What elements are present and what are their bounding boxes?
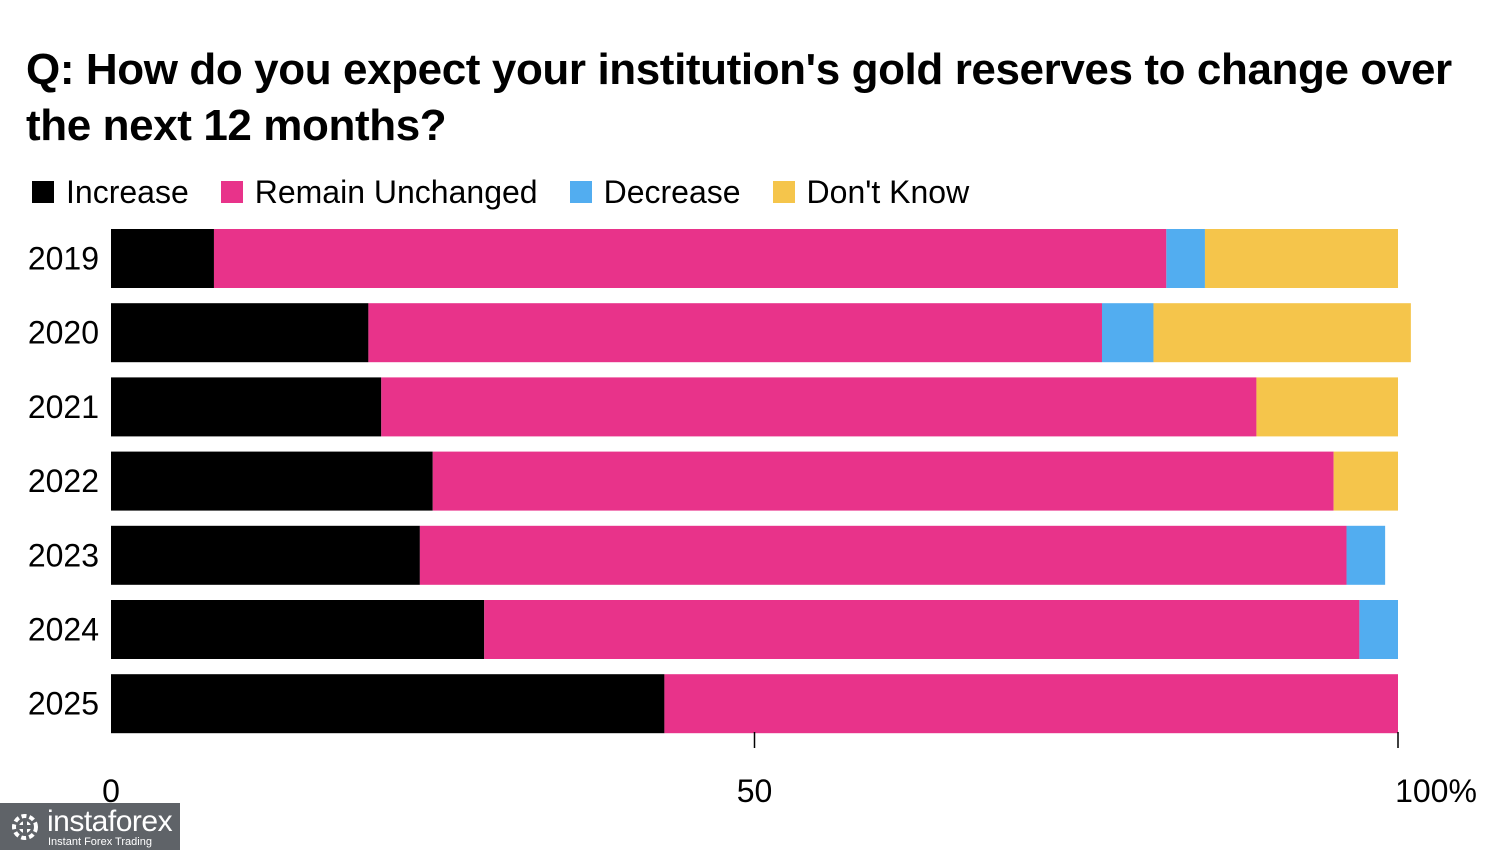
legend-label-decrease: Decrease xyxy=(603,173,741,210)
chart-title: Q: How do you expect your institution's … xyxy=(26,45,1452,150)
bar-2021-don-t-know xyxy=(1256,377,1398,437)
y-tick-label-2025: 2025 xyxy=(28,686,99,722)
bar-2022-increase xyxy=(111,451,433,511)
x-tick-label-100: 100% xyxy=(1395,773,1477,809)
x-tick-label-0: 0 xyxy=(102,773,120,809)
bar-2020-don-t-know xyxy=(1153,303,1411,363)
bar-2021-remain-unchanged xyxy=(381,377,1257,437)
legend-swatch-decrease xyxy=(569,181,592,203)
y-tick-label-2023: 2023 xyxy=(28,537,99,573)
y-tick-label-2022: 2022 xyxy=(28,463,99,499)
bar-2021-increase xyxy=(111,377,382,437)
bar-2019-decrease xyxy=(1166,229,1205,288)
bar-2019-don-t-know xyxy=(1204,229,1398,288)
legend-label-increase: Increase xyxy=(66,173,189,210)
gear-gift-icon xyxy=(12,814,38,840)
legend-swatch-dont-know xyxy=(772,181,795,203)
bar-2023-decrease xyxy=(1346,525,1386,585)
y-tick-label-2020: 2020 xyxy=(28,315,99,351)
bar-2020-increase xyxy=(111,303,369,363)
legend-label-dont-know: Don't Know xyxy=(806,173,970,210)
bar-2020-remain-unchanged xyxy=(368,303,1102,363)
bar-2024-increase xyxy=(111,600,485,659)
y-tick-label-2024: 2024 xyxy=(28,612,99,648)
bar-2025-remain-unchanged xyxy=(664,674,1398,734)
bar-2019-increase xyxy=(111,229,214,288)
bar-2020-decrease xyxy=(1101,303,1154,363)
instaforex-watermark: instaforex Instant Forex Trading xyxy=(0,803,180,850)
legend-swatch-increase xyxy=(32,181,54,203)
bar-2025-increase xyxy=(111,674,665,734)
legend-item-increase: Increase xyxy=(32,174,189,211)
legend-item-decrease: Decrease xyxy=(569,173,741,211)
bar-2023-increase xyxy=(111,525,420,585)
bar-2022-remain-unchanged xyxy=(432,451,1334,511)
legend-item-dont-know: Don't Know xyxy=(772,173,970,211)
watermark-tagline: Instant Forex Trading xyxy=(48,836,152,848)
bar-2024-remain-unchanged xyxy=(484,600,1360,659)
x-tick-label-50: 50 xyxy=(737,773,773,809)
bar-2024-decrease xyxy=(1359,600,1398,659)
bar-2019-remain-unchanged xyxy=(213,229,1167,288)
chart-legend: Increase Remain Unchanged Decrease Don't… xyxy=(32,170,1001,214)
bar-2023-remain-unchanged xyxy=(419,525,1347,585)
legend-item-remain-unchanged: Remain Unchanged xyxy=(220,173,538,211)
y-tick-label-2021: 2021 xyxy=(28,389,99,425)
legend-label-remain-unchanged: Remain Unchanged xyxy=(254,173,538,210)
legend-swatch-remain-unchanged xyxy=(220,181,243,203)
y-tick-label-2019: 2019 xyxy=(28,241,99,277)
bar-2022-don-t-know xyxy=(1333,451,1398,511)
watermark-name: instaforex xyxy=(47,805,173,838)
